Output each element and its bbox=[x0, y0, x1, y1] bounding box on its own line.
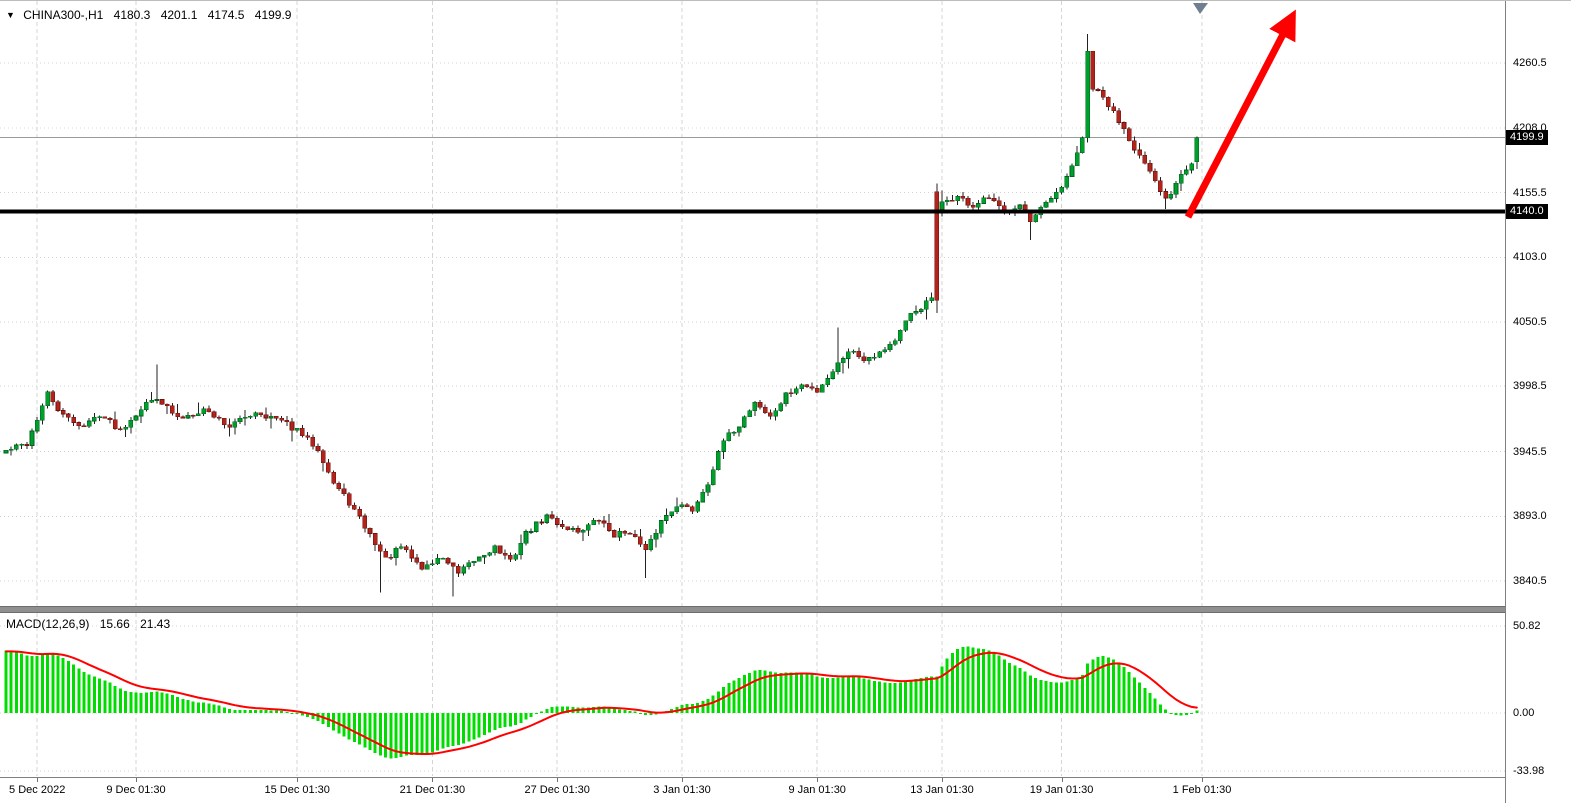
time-tick-label: 27 Dec 01:30 bbox=[524, 784, 590, 796]
macd-name: MACD(12,26,9) bbox=[6, 617, 90, 631]
price-tick-label: 4103.0 bbox=[1513, 251, 1547, 263]
time-tick-label: 1 Feb 01:30 bbox=[1172, 784, 1232, 796]
macd-indicator-label: MACD(12,26,9) 15.66 21.43 bbox=[6, 617, 170, 631]
price-tick-label: 4155.5 bbox=[1513, 187, 1547, 199]
panel-separator[interactable] bbox=[0, 606, 1571, 613]
price-tick-label: 3998.5 bbox=[1513, 380, 1547, 392]
price-axis[interactable]: 4199.9 4140.0 4260.5 4208.0 4155.5 4103.0 40… bbox=[1505, 1, 1571, 803]
symbol-timeframe: CHINA300-,H1 bbox=[23, 8, 104, 22]
symbol-ohlc-header: ▼ CHINA300-,H1 4180.3 4201.1 4174.5 4199… bbox=[6, 8, 291, 22]
macd-tick-label: 0.00 bbox=[1513, 707, 1535, 719]
price-tick-label: 3840.5 bbox=[1513, 575, 1547, 587]
time-tick-label: 3 Jan 01:30 bbox=[653, 784, 711, 796]
macd-tick-label: -33.98 bbox=[1513, 765, 1545, 777]
current-price-label: 4199.9 bbox=[1506, 130, 1548, 145]
macd-value: 15.66 bbox=[99, 617, 130, 631]
hline-price-label: 4140.0 bbox=[1506, 204, 1548, 219]
time-tick bbox=[942, 778, 943, 782]
time-tick bbox=[1061, 778, 1063, 782]
time-tick bbox=[37, 778, 39, 782]
price-tick-label: 4208.0 bbox=[1513, 122, 1547, 134]
time-tick bbox=[682, 778, 683, 782]
macd-signal-line bbox=[5, 650, 1198, 755]
ohlc-close: 4199.9 bbox=[254, 8, 292, 22]
time-tick-label: 9 Jan 01:30 bbox=[788, 784, 846, 796]
time-tick bbox=[557, 778, 559, 782]
price-tick-label: 3893.0 bbox=[1513, 510, 1547, 522]
time-tick bbox=[136, 778, 137, 782]
price-tick-label: 4260.5 bbox=[1513, 57, 1547, 69]
ohlc-low: 4174.5 bbox=[207, 8, 245, 22]
macd-signal-value: 21.43 bbox=[140, 617, 171, 631]
macd-histogram bbox=[4, 646, 1199, 759]
time-tick-label: 13 Jan 01:30 bbox=[910, 784, 974, 796]
macd-grid-layer bbox=[0, 613, 1505, 776]
time-tick bbox=[1202, 778, 1203, 782]
macd-tick-label: 50.82 bbox=[1513, 620, 1541, 632]
price-chart[interactable] bbox=[0, 1, 1505, 606]
ohlc-open: 4180.3 bbox=[113, 8, 151, 22]
grid-layer bbox=[0, 1, 1505, 606]
time-tick bbox=[297, 778, 299, 782]
ohlc-high: 4201.1 bbox=[160, 8, 198, 22]
time-tick bbox=[432, 778, 434, 782]
candles-layer bbox=[3, 34, 1200, 597]
price-tick-label: 4050.5 bbox=[1513, 316, 1547, 328]
macd-panel[interactable] bbox=[0, 613, 1505, 776]
time-tick-label: 5 Dec 2022 bbox=[9, 784, 66, 796]
price-tick-label: 3945.5 bbox=[1513, 446, 1547, 458]
time-tick-label: 21 Dec 01:30 bbox=[399, 784, 466, 796]
time-tick-label: 19 Jan 01:30 bbox=[1029, 784, 1094, 796]
symbol-dropdown-icon[interactable]: ▼ bbox=[6, 10, 15, 20]
time-tick bbox=[817, 778, 819, 782]
time-tick-label: 9 Dec 01:30 bbox=[106, 784, 166, 796]
time-axis[interactable]: 5 Dec 2022 9 Dec 01:30 15 Dec 01:30 21 Dec … bbox=[0, 777, 1571, 803]
time-tick-label: 15 Dec 01:30 bbox=[264, 784, 330, 796]
